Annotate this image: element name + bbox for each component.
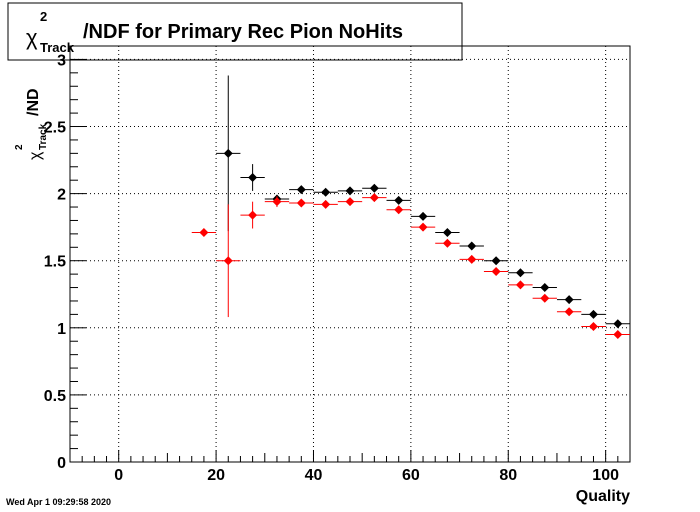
data-point bbox=[467, 254, 477, 264]
series-1 bbox=[191, 193, 630, 340]
data-point bbox=[248, 173, 258, 183]
data-point bbox=[467, 241, 477, 251]
data-point bbox=[369, 183, 379, 193]
data-point bbox=[442, 228, 452, 238]
title-superscript: 2 bbox=[40, 9, 47, 24]
y-tick-label: 0.5 bbox=[44, 388, 66, 405]
series-0 bbox=[216, 75, 630, 329]
chart-title: /NDF for Primary Rec Pion NoHits bbox=[83, 21, 403, 43]
data-point bbox=[223, 256, 233, 266]
x-axis-label: Quality bbox=[576, 488, 630, 505]
data-point bbox=[442, 238, 452, 248]
data-point bbox=[345, 197, 355, 207]
title-chi-symbol: χ bbox=[26, 25, 38, 50]
data-point bbox=[418, 222, 428, 232]
timestamp-label: Wed Apr 1 09:29:58 2020 bbox=[6, 497, 111, 507]
y-tick-label: 3 bbox=[57, 52, 66, 69]
data-point bbox=[321, 187, 331, 197]
ylabel-text: /ND bbox=[25, 88, 42, 116]
y-tick-label: 0 bbox=[57, 455, 66, 472]
axis-tick-labels: 0 20 40 60 80 100 0 0.5 1 1.5 2 2.5 3 bbox=[44, 52, 619, 484]
data-point bbox=[588, 321, 598, 331]
x-tick-label: 60 bbox=[402, 467, 420, 484]
data-point bbox=[418, 211, 428, 221]
y-tick-label: 1 bbox=[57, 321, 66, 338]
y-tick-label: 2.5 bbox=[44, 120, 66, 137]
data-point bbox=[272, 197, 282, 207]
ylabel-superscript: 2 bbox=[14, 144, 25, 150]
x-tick-label: 80 bbox=[499, 467, 517, 484]
data-point bbox=[321, 199, 331, 209]
data-point bbox=[248, 210, 258, 220]
ylabel-subscript: Track bbox=[38, 123, 49, 150]
data-point bbox=[223, 148, 233, 158]
data-point bbox=[394, 195, 404, 205]
data-point bbox=[199, 228, 209, 238]
data-point bbox=[588, 309, 598, 319]
data-point bbox=[369, 193, 379, 203]
title-frame bbox=[7, 2, 463, 61]
x-tick-label: 40 bbox=[305, 467, 323, 484]
data-point bbox=[491, 266, 501, 276]
data-series bbox=[191, 75, 630, 340]
data-point bbox=[564, 295, 574, 305]
data-point bbox=[394, 205, 404, 215]
data-point bbox=[345, 186, 355, 196]
y-tick-label: 2 bbox=[57, 187, 66, 204]
title-box: χ 2 Track /NDF for Primary Rec Pion NoHi… bbox=[7, 2, 463, 61]
data-point bbox=[491, 256, 501, 266]
y-tick-label: 1.5 bbox=[44, 254, 66, 271]
x-tick-label: 20 bbox=[207, 467, 225, 484]
axis-ticks bbox=[69, 58, 631, 463]
data-point bbox=[540, 283, 550, 293]
data-point bbox=[296, 198, 306, 208]
ylabel-chi-symbol: χ bbox=[27, 151, 44, 160]
x-tick-label: 100 bbox=[592, 467, 619, 484]
data-point bbox=[613, 330, 623, 340]
data-point bbox=[515, 268, 525, 278]
x-tick-label: 0 bbox=[114, 467, 123, 484]
data-point bbox=[540, 293, 550, 303]
title-subscript: Track bbox=[40, 40, 75, 55]
data-point bbox=[613, 319, 623, 329]
y-axis-label: χ 2 Track /ND bbox=[14, 88, 49, 160]
data-point bbox=[515, 280, 525, 290]
data-point bbox=[564, 307, 574, 317]
data-point bbox=[296, 185, 306, 195]
